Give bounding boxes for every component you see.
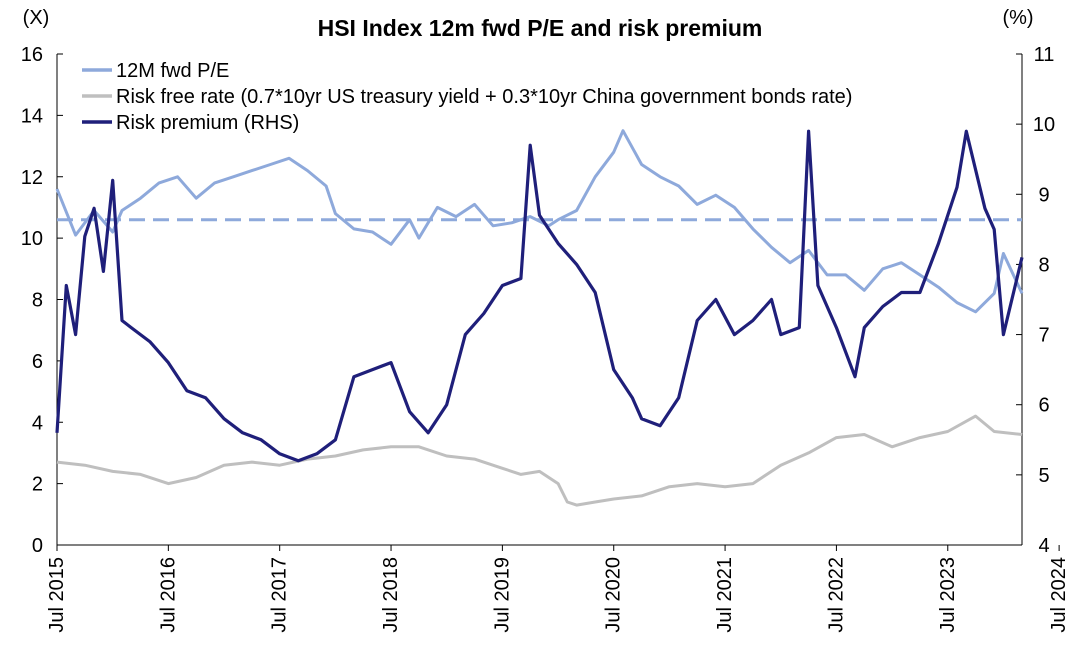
series-lines xyxy=(55,129,1024,507)
axes: 0 2 4 6 8 10 12 14 16 4 5 6 7 8 9 10 11 Jul 2015 Jul 2016 J… xyxy=(21,44,1070,633)
legend-label: Risk premium (RHS) xyxy=(116,112,299,134)
x-tick-label: Jul 2021 xyxy=(714,557,736,633)
x-tick-label: Jul 2017 xyxy=(269,557,291,633)
right-y-tick-label: 8 xyxy=(1038,254,1049,276)
chart-title: HSI Index 12m fwd P/E and risk premium xyxy=(318,15,763,41)
right-axis-unit: (%) xyxy=(1002,7,1033,29)
x-tick-label: Jul 2020 xyxy=(603,557,625,633)
legend: 12M fwd P/E Risk free rate (0.7*10yr US t… xyxy=(82,60,852,134)
right-y-tick-label: 5 xyxy=(1038,465,1049,487)
right-y-tick-label: 9 xyxy=(1038,184,1049,206)
series-line-1 xyxy=(56,414,1023,507)
x-tick-label: Jul 2015 xyxy=(46,557,68,633)
left-y-tick-label: 6 xyxy=(32,351,43,373)
legend-label: 12M fwd P/E xyxy=(116,60,229,82)
x-tick-label: Jul 2016 xyxy=(157,557,179,633)
right-y-tick-label: 7 xyxy=(1038,325,1049,347)
left-y-tick-label: 8 xyxy=(32,290,43,312)
left-y-tick-label: 16 xyxy=(21,44,43,66)
right-y-tick-label: 4 xyxy=(1038,535,1049,557)
left-y-tick-label: 4 xyxy=(32,412,43,434)
left-y-tick-label: 12 xyxy=(21,167,43,189)
right-y-tick-label: 10 xyxy=(1033,114,1055,136)
x-tick-label: Jul 2024 xyxy=(1048,557,1070,633)
left-y-tick-label: 14 xyxy=(21,105,43,127)
right-y-tick-label: 6 xyxy=(1038,395,1049,417)
legend-label: Risk free rate (0.7*10yr US treasury yie… xyxy=(116,86,852,108)
left-y-tick-label: 0 xyxy=(32,535,43,557)
x-tick-label: Jul 2019 xyxy=(491,557,513,633)
series-line-0 xyxy=(55,129,1024,314)
left-axis-unit: (X) xyxy=(23,7,50,29)
right-y-tick-label: 11 xyxy=(1034,44,1055,66)
x-tick-label: Jul 2018 xyxy=(380,557,402,633)
x-tick-label: Jul 2023 xyxy=(937,557,959,633)
series-line-2 xyxy=(55,129,1024,463)
left-y-tick-label: 10 xyxy=(21,228,43,250)
left-y-tick-label: 2 xyxy=(32,474,43,496)
x-tick-label: Jul 2022 xyxy=(825,557,847,633)
